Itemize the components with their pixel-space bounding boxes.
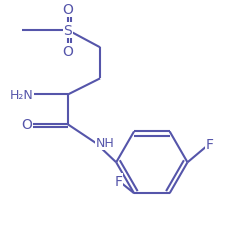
Text: F: F — [114, 174, 123, 188]
Text: NH: NH — [96, 137, 114, 150]
Text: H₂N: H₂N — [10, 89, 33, 101]
Text: O: O — [63, 45, 73, 58]
Text: O: O — [21, 118, 32, 132]
Text: S: S — [64, 24, 72, 38]
Text: O: O — [63, 3, 73, 17]
Text: F: F — [205, 137, 213, 151]
